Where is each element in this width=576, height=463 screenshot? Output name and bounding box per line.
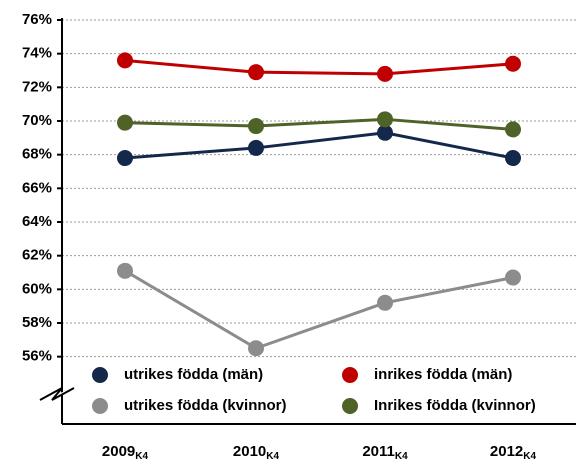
y-tick-label: 62% (22, 247, 52, 264)
data-point (377, 294, 393, 311)
category-year: 2011 (362, 443, 395, 460)
data-point (377, 124, 393, 141)
x-tick-label: 2012K4 (490, 443, 537, 462)
x-tick-label: 2010K4 (233, 443, 280, 462)
category-year: 2009 (102, 443, 135, 460)
y-tick-label: 60% (22, 280, 52, 297)
data-point (505, 55, 521, 72)
series-line (124, 58, 514, 76)
y-tick-label: 66% (22, 179, 52, 196)
x-tick-label: 2011K4 (362, 443, 408, 462)
data-point (248, 64, 264, 81)
category-subscript: K4 (523, 451, 536, 462)
axis-break (39, 387, 75, 401)
category-year: 2010 (233, 443, 266, 460)
data-point (117, 114, 133, 131)
category-subscript: K4 (395, 451, 408, 462)
data-point (505, 269, 521, 286)
legend-marker (92, 367, 108, 383)
category-subscript: K4 (135, 451, 148, 462)
category-subscript: K4 (266, 451, 279, 462)
data-point (117, 150, 133, 167)
data-point (377, 65, 393, 82)
data-point (117, 262, 133, 279)
series-line (124, 269, 514, 350)
category-year: 2012 (490, 443, 523, 460)
y-tick-label: 76% (22, 11, 52, 28)
x-tick-label: 2009K4 (102, 443, 149, 462)
y-tick-label: 72% (22, 78, 52, 95)
legend-label: inrikes födda (män) (374, 366, 512, 383)
legend-marker (92, 398, 108, 414)
data-point (248, 340, 264, 357)
data-point (505, 121, 521, 138)
data-point (505, 150, 521, 167)
legend-label: utrikes födda (män) (124, 366, 263, 383)
data-point (248, 139, 264, 156)
legend-label: Inrikes födda (kvinnor) (374, 397, 536, 414)
series-line (124, 117, 514, 131)
y-tick-label: 74% (22, 45, 52, 62)
series-line (124, 131, 514, 160)
y-tick-label: 56% (22, 348, 52, 365)
y-tick-label: 70% (22, 112, 52, 129)
legend-label: utrikes födda (kvinnor) (124, 397, 287, 414)
legend-marker (342, 398, 358, 414)
y-tick-label: 58% (22, 314, 52, 331)
y-tick-label: 64% (22, 213, 52, 230)
legend-marker (342, 367, 358, 383)
data-point (248, 118, 264, 135)
data-point (377, 111, 393, 128)
y-tick-label: 68% (22, 146, 52, 163)
data-point (117, 52, 133, 69)
